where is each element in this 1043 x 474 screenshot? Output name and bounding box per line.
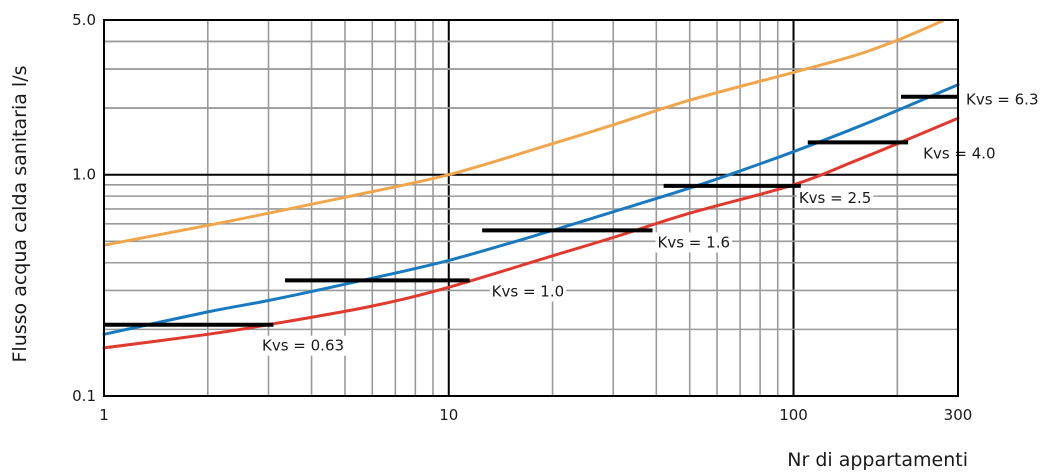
plot-frame [103,19,959,397]
series-line-3 [102,116,960,350]
y-axis-label: Flusso acqua calda sanitaria l/s [9,65,31,362]
x-tick-label: 1 [99,406,109,424]
x-axis-label: Nr di appartamenti [787,449,968,471]
kvs-label-background [489,281,567,302]
kvs-label: Kvs = 6.3 [966,91,1039,109]
series-line-1 [102,19,944,247]
kvs-label: Kvs = 1.0 [492,282,565,300]
x-tick-label: 100 [779,406,808,424]
series-line-2 [102,83,960,336]
grid [103,19,959,397]
x-tick-label: 300 [944,406,973,424]
kvs-label: Kvs = 1.6 [658,233,731,251]
kvs-levels: Kvs = 0.63 Kvs = 1.0 Kvs = 1.6 Kvs = 2.5 Kvs… [104,89,1041,356]
y-tick-label: 5.0 [72,11,96,29]
y-tick-label: 0.1 [72,387,96,405]
kvs-label-background [921,143,998,164]
kvs-label: Kvs = 2.5 [799,189,872,207]
kvs-label-background [655,232,733,253]
kvs-label: Kvs = 4.0 [923,144,996,162]
tick-labels: 1 10 100 300 0.1 1.0 5.0 [72,11,972,424]
kvs-label-background [964,89,1041,110]
kvs-label-background [260,335,347,356]
kvs-label-background [796,187,874,208]
y-tick-label: 1.0 [72,166,96,184]
kvs-label: Kvs = 0.63 [262,337,344,355]
x-tick-label: 10 [439,406,458,424]
